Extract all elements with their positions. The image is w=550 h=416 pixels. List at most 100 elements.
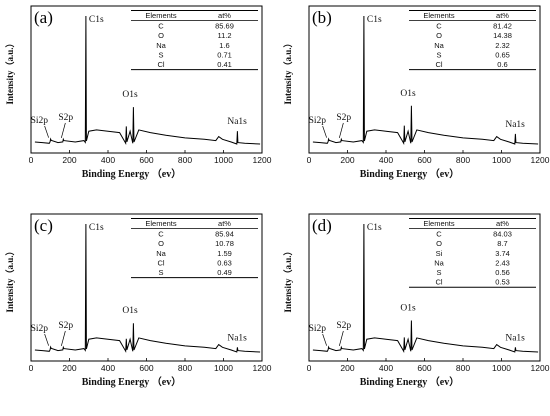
x-tick-label: 1200 [253,155,272,165]
spectrum-line [34,223,261,353]
chart-panel-3: 0 200 400 600 800 1000 1200 Binding Energy （ev）… [5,213,272,388]
table-cell: 1.6 [219,41,229,50]
table-cell: C [158,22,164,31]
x-tick-label: 600 [417,155,431,165]
peak-label: O1s [400,89,416,99]
x-tick-label: 1000 [492,155,511,165]
peak-pointer [61,330,66,347]
peak-pointer [61,122,66,139]
x-tick-label: 800 [456,363,470,373]
table-cell: 0.6 [497,60,507,69]
table-cell: O [158,239,164,248]
peak-label: Si2p [309,116,327,126]
x-tick-label: 1000 [214,363,233,373]
peak-label: Na1s [505,333,525,343]
table-header: at% [218,11,231,20]
table-cell: 81.42 [493,22,512,31]
table-cell: O [436,239,442,248]
panel-label: (c) [34,216,53,235]
table-cell: 3.74 [495,249,510,258]
peak-label: C1s [89,15,104,25]
panel-label: (d) [312,216,332,235]
panel-label: (b) [312,8,332,27]
x-tick-label: 1200 [531,363,550,373]
x-tick-label: 1000 [214,155,233,165]
x-tick-label: 800 [178,155,192,165]
table-cell: Na [434,41,444,50]
peak-pointer [322,333,327,346]
y-axis-label: Intensity（a.u.） [283,38,293,104]
x-tick-label: 200 [340,155,354,165]
table-cell: 0.53 [495,278,510,287]
y-axis-label: Intensity（a.u.） [5,246,15,312]
peak-label: C1s [367,15,382,25]
peak-label: S2p [336,113,351,123]
table-header: at% [496,219,509,228]
table-cell: 84.03 [493,230,512,239]
x-axis-label: Binding Energy （ev） [82,375,181,388]
x-tick-label: 1200 [253,363,272,373]
y-axis-label: Intensity（a.u.） [5,38,15,104]
peak-label: Na1s [227,117,247,127]
x-tick-label: 600 [139,363,153,373]
peak-label: C1s [367,223,382,233]
peak-label: S2p [58,113,73,123]
table-cell: 0.56 [495,268,510,277]
x-tick-label: 200 [62,363,76,373]
peak-label: S2p [58,321,73,331]
x-tick-label: 1200 [531,155,550,165]
table-header: Elements [423,219,455,228]
x-tick-label: 0 [307,155,312,165]
table-cell: Si [436,249,443,258]
table-cell: Cl [435,60,442,69]
table-cell: 0.65 [495,50,510,59]
x-tick-label: 400 [379,155,393,165]
peak-label: S2p [336,321,351,331]
table-cell: 0.49 [217,268,232,277]
table-header: at% [218,219,231,228]
table-cell: C [436,230,442,239]
table-cell: 14.38 [493,31,512,40]
peak-pointer [44,125,49,138]
table-header: Elements [145,11,177,20]
table-cell: Na [434,258,444,267]
table-cell: S [158,268,163,277]
table-header: Elements [423,11,455,20]
table-cell: 2.32 [495,41,510,50]
x-tick-label: 0 [29,155,34,165]
peak-pointer [339,122,344,139]
table-cell: 2.43 [495,258,510,267]
peak-pointer [322,125,327,138]
table-cell: 0.63 [217,258,232,267]
x-tick-label: 600 [139,155,153,165]
table-cell: Cl [435,278,442,287]
peak-label: Na1s [505,120,525,130]
x-axis-label: Binding Energy （ev） [82,167,181,180]
table-cell: Na [156,41,166,50]
peak-label: Si2p [309,324,327,334]
x-tick-label: 800 [456,155,470,165]
table-cell: 11.2 [217,31,231,40]
composition-table [409,218,536,288]
table-cell: Cl [157,258,164,267]
table-cell: Cl [157,60,164,69]
peak-label: Si2p [31,116,49,126]
x-tick-label: 600 [417,363,431,373]
x-tick-label: 400 [379,363,393,373]
table-cell: 85.94 [215,230,234,239]
table-cell: C [158,230,164,239]
peak-label: O1s [122,306,138,316]
peak-label: Na1s [227,333,247,343]
peak-label: C1s [89,223,104,233]
composition-table [409,10,536,70]
peak-label: O1s [400,303,416,313]
peak-label: Si2p [31,324,49,334]
table-cell: Na [156,249,166,258]
peak-label: O1s [122,90,138,100]
table-cell: 0.41 [217,60,232,69]
table-cell: 85.69 [215,22,234,31]
composition-table [131,218,258,278]
table-cell: C [436,22,442,31]
x-tick-label: 0 [307,363,312,373]
